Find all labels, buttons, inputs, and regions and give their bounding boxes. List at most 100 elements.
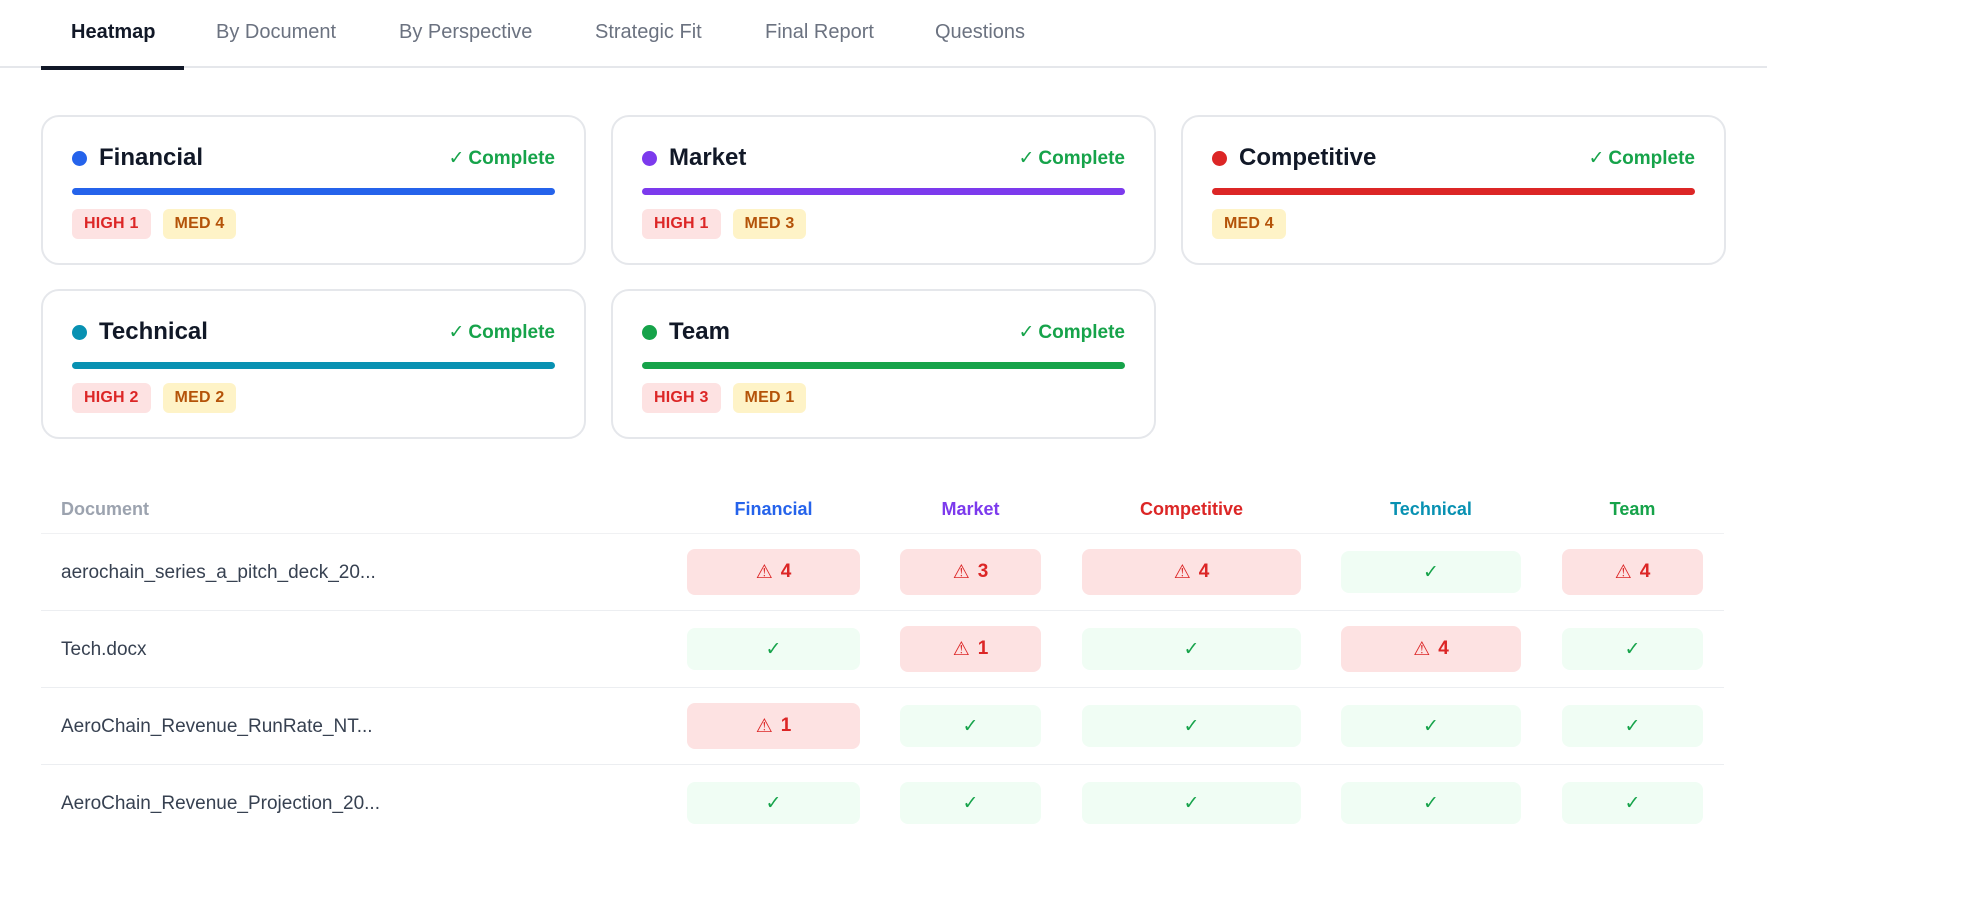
card-title: Competitive (1239, 144, 1377, 171)
warning-icon: ⚠ (755, 561, 773, 583)
check-icon: ✓ (1624, 715, 1641, 737)
perspective-card-market[interactable]: Market ✓ Complete HIGH 1 MED 3 (611, 115, 1156, 265)
document-name[interactable]: Tech.docx (61, 639, 147, 660)
heatmap-cell-technical[interactable]: ✓ (1341, 705, 1521, 747)
progress-bar (1212, 188, 1695, 195)
heatmap-cell-technical[interactable]: ⚠ 4 (1341, 626, 1521, 672)
warning-icon: ⚠ (1614, 561, 1632, 583)
check-icon: ✓ (1423, 561, 1439, 583)
heatmap-cell-financial[interactable]: ✓ (687, 628, 860, 670)
heatmap-cell-team[interactable]: ✓ (1562, 705, 1703, 747)
document-name[interactable]: aerochain_series_a_pitch_deck_20... (61, 562, 376, 583)
document-name[interactable]: AeroChain_Revenue_RunRate_NT... (61, 716, 373, 737)
check-icon: ✓ (448, 148, 465, 169)
heatmap-cell-market[interactable]: ✓ (900, 782, 1041, 824)
check-icon: ✓ (448, 322, 465, 343)
tab-heatmap[interactable]: Heatmap (40, 0, 186, 70)
heatmap-cell-competitive[interactable]: ✓ (1082, 705, 1301, 747)
warning-icon: ⚠ (952, 638, 970, 660)
status-complete: ✓ Complete (1589, 147, 1696, 170)
heatmap-cell-financial[interactable]: ⚠ 1 (687, 703, 860, 749)
issue-count: 4 (1438, 638, 1449, 659)
severity-badges: HIGH 1 MED 3 (642, 209, 807, 239)
document-name[interactable]: AeroChain_Revenue_Projection_20... (61, 793, 380, 814)
perspective-card-technical[interactable]: Technical ✓ Complete HIGH 2 MED 2 (41, 289, 586, 439)
check-icon: ✓ (1183, 638, 1200, 660)
heatmap-cell-financial[interactable]: ✓ (687, 782, 860, 824)
severity-badges: HIGH 1 MED 4 (72, 209, 237, 239)
check-icon: ✓ (765, 792, 782, 814)
issue-count: 4 (1639, 561, 1651, 582)
severity-badges: HIGH 2 MED 2 (72, 383, 237, 413)
issue-count: 3 (977, 561, 989, 582)
tab-by-document[interactable]: By Document (216, 21, 337, 43)
status-complete: ✓ Complete (1019, 321, 1126, 344)
heatmap-cell-team[interactable]: ✓ (1562, 782, 1703, 824)
progress-bar (72, 362, 555, 369)
heatmap-cell-competitive[interactable]: ⚠ 4 (1082, 549, 1301, 595)
heatmap-cell-market[interactable]: ✓ (900, 705, 1041, 747)
check-icon: ✓ (1018, 322, 1035, 343)
perspective-card-team[interactable]: Team ✓ Complete HIGH 3 MED 1 (611, 289, 1156, 439)
progress-bar (72, 188, 555, 195)
heatmap-cell-market[interactable]: ⚠ 1 (900, 626, 1041, 672)
tab-bar: Heatmap By Document By Perspective Strat… (0, 0, 1767, 70)
table-row: Tech.docx ✓ ⚠ 1 ✓ ⚠ 4 ✓ (41, 611, 1724, 688)
progress-bar (642, 188, 1125, 195)
card-title: Financial (99, 144, 204, 171)
table-row: AeroChain_Revenue_Projection_20... ✓ ✓ ✓ ✓ ✓ (41, 765, 1724, 842)
heatmap-cell-competitive[interactable]: ✓ (1082, 628, 1301, 670)
high-badge: HIGH 2 (72, 383, 151, 413)
status-label: Complete (1038, 322, 1125, 343)
heatmap-table: Document Financial Market Competitive Te… (41, 483, 1724, 842)
check-icon: ✓ (1624, 792, 1641, 814)
status-complete: ✓ Complete (449, 147, 556, 170)
issue-count: 1 (780, 715, 792, 736)
column-header-technical: Technical (1390, 499, 1472, 519)
heatmap-cell-market[interactable]: ⚠ 3 (900, 549, 1041, 595)
check-icon: ✓ (962, 715, 979, 737)
heatmap-cell-team[interactable]: ⚠ 4 (1562, 549, 1703, 595)
heatmap-cell-financial[interactable]: ⚠ 4 (687, 549, 860, 595)
med-badge: MED 2 (162, 383, 237, 413)
med-badge: MED 4 (162, 209, 237, 239)
perspective-card-competitive[interactable]: Competitive ✓ Complete MED 4 (1181, 115, 1726, 265)
heatmap-cell-competitive[interactable]: ✓ (1082, 782, 1301, 824)
heatmap-cell-team[interactable]: ✓ (1562, 628, 1703, 670)
check-icon: ✓ (1423, 792, 1439, 814)
card-title: Team (669, 318, 730, 345)
tab-by-perspective[interactable]: By Perspective (399, 21, 533, 43)
issue-count: 4 (780, 561, 792, 582)
heatmap-cell-technical[interactable]: ✓ (1341, 551, 1521, 593)
status-label: Complete (468, 322, 555, 343)
check-icon: ✓ (1423, 715, 1439, 737)
column-header-competitive: Competitive (1139, 499, 1244, 519)
financial-dot-icon (72, 151, 87, 166)
med-badge: MED 1 (732, 383, 807, 413)
check-icon: ✓ (765, 638, 782, 660)
check-icon: ✓ (1018, 148, 1035, 169)
column-header-market: Market (941, 499, 1000, 519)
high-badge: HIGH 1 (642, 209, 721, 239)
issue-count: 4 (1198, 561, 1210, 582)
severity-badges: HIGH 3 MED 1 (642, 383, 807, 413)
severity-badges: MED 4 (1212, 209, 1286, 239)
technical-dot-icon (72, 325, 87, 340)
document-column-header: Document (61, 499, 150, 519)
heatmap-cell-technical[interactable]: ✓ (1341, 782, 1521, 824)
issue-count: 1 (977, 638, 989, 659)
check-icon: ✓ (1624, 638, 1641, 660)
tab-final-report[interactable]: Final Report (765, 21, 874, 43)
warning-icon: ⚠ (1173, 561, 1191, 583)
tab-questions[interactable]: Questions (935, 21, 1026, 43)
column-header-team: Team (1609, 499, 1656, 519)
perspective-card-financial[interactable]: Financial ✓ Complete HIGH 1 MED 4 (41, 115, 586, 265)
tab-strategic-fit[interactable]: Strategic Fit (595, 21, 702, 43)
check-icon: ✓ (1183, 715, 1200, 737)
card-title: Technical (99, 318, 208, 345)
warning-icon: ⚠ (1413, 638, 1431, 660)
status-label: Complete (468, 148, 555, 169)
progress-bar (642, 362, 1125, 369)
status-complete: ✓ Complete (449, 321, 556, 344)
med-badge: MED 4 (1212, 209, 1286, 239)
